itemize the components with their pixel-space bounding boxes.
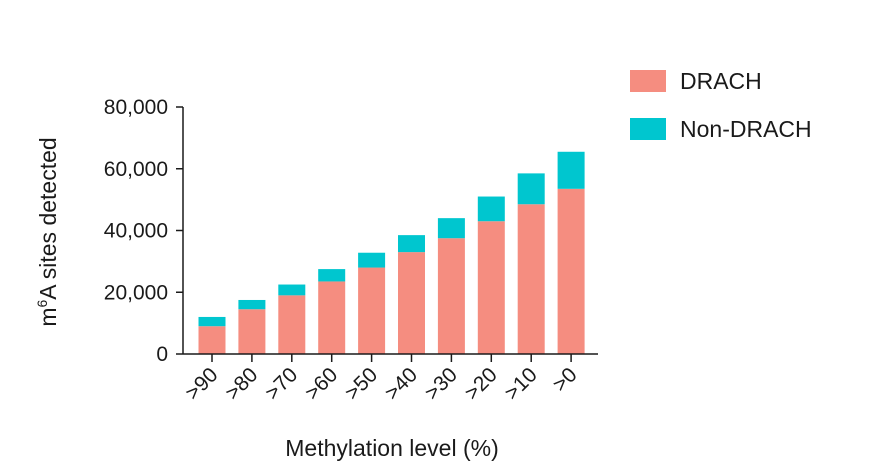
legend: DRACH Non-DRACH [630,68,812,142]
bar-drach [477,221,505,354]
bar-drach [238,309,266,354]
bar-non-drach [318,269,346,282]
bars-group [198,151,585,354]
bar-non-drach [358,252,386,268]
x-tick-label: >50 [341,363,382,404]
bar-non-drach [477,196,505,222]
bar-drach [358,267,386,354]
legend-swatch [630,70,666,92]
bar-non-drach [517,173,545,205]
x-axis: >90>80>70>60>50>40>30>20>10 >0 [181,353,598,405]
legend-label: DRACH [680,68,762,94]
bar-non-drach [198,316,226,327]
bar-drach [398,252,425,354]
x-tick-label: >90 [181,363,222,404]
y-axis: 0 20,000 40,000 60,000 80,000 [104,96,184,366]
bar-non-drach [238,299,266,310]
y-tick-label: 80,000 [104,96,168,119]
x-tick-label: >20 [460,363,501,404]
y-axis-title-rest: A sites detected [35,137,61,299]
bar-drach [557,188,585,354]
bar-drach [278,295,306,354]
x-tick-label: >0 [548,363,581,396]
bar-non-drach [398,235,425,253]
bar-non-drach [557,151,585,189]
legend-swatch [630,118,666,140]
y-axis-title: m6A sites detected [34,137,61,326]
y-axis-title-superscript: 6 [34,300,50,308]
y-tick-label: 20,000 [104,281,168,304]
bar-drach [517,204,545,354]
y-tick-label: 40,000 [104,220,168,243]
x-tick-label: >30 [420,363,461,404]
bar-drach [318,281,346,354]
bar-drach [198,326,226,354]
x-tick-label: >40 [381,363,422,404]
legend-label: Non-DRACH [680,116,812,142]
y-tick-label: 0 [156,343,168,366]
bar-non-drach [437,218,465,239]
y-axis-title-m: m [35,308,61,327]
bar-non-drach [278,284,306,296]
x-tick-label: >60 [301,363,342,404]
x-axis-title: Methylation level (%) [285,435,498,461]
y-tick-label: 60,000 [104,158,168,181]
x-tick-label: >70 [261,363,302,404]
bar-drach [437,238,465,354]
x-tick-label: >10 [500,363,541,404]
x-tick-label: >80 [221,363,262,404]
